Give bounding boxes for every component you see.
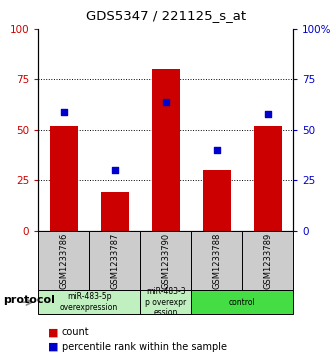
Text: GSM1233786: GSM1233786: [59, 232, 68, 289]
Text: miR-483-5p
overexpression: miR-483-5p overexpression: [60, 293, 118, 312]
Bar: [38, 290, 140, 314]
Bar: [242, 231, 293, 290]
Bar: [101, 192, 129, 231]
Text: GSM1233790: GSM1233790: [161, 232, 170, 289]
Text: control: control: [229, 298, 255, 307]
Point: [112, 167, 118, 173]
Text: percentile rank within the sample: percentile rank within the sample: [62, 342, 226, 352]
Bar: [152, 69, 180, 231]
Text: GDS5347 / 221125_s_at: GDS5347 / 221125_s_at: [87, 9, 246, 22]
Bar: [140, 290, 191, 314]
Bar: [89, 231, 140, 290]
Text: GSM1233788: GSM1233788: [212, 232, 221, 289]
Text: ■: ■: [48, 342, 59, 352]
Bar: [191, 290, 293, 314]
Bar: [50, 126, 78, 231]
Point: [61, 109, 67, 115]
Bar: [253, 126, 282, 231]
Text: count: count: [62, 327, 89, 337]
Bar: [202, 170, 231, 231]
Bar: [140, 231, 191, 290]
Bar: [191, 231, 242, 290]
Text: ■: ■: [48, 327, 59, 337]
Point: [265, 111, 270, 117]
Text: GSM1233787: GSM1233787: [110, 232, 119, 289]
Text: protocol: protocol: [3, 295, 55, 305]
Point: [214, 147, 219, 153]
Bar: [38, 231, 89, 290]
Text: miR-483-3
p overexpr
ession: miR-483-3 p overexpr ession: [145, 287, 186, 317]
Point: [163, 99, 168, 105]
Text: GSM1233789: GSM1233789: [263, 232, 272, 289]
